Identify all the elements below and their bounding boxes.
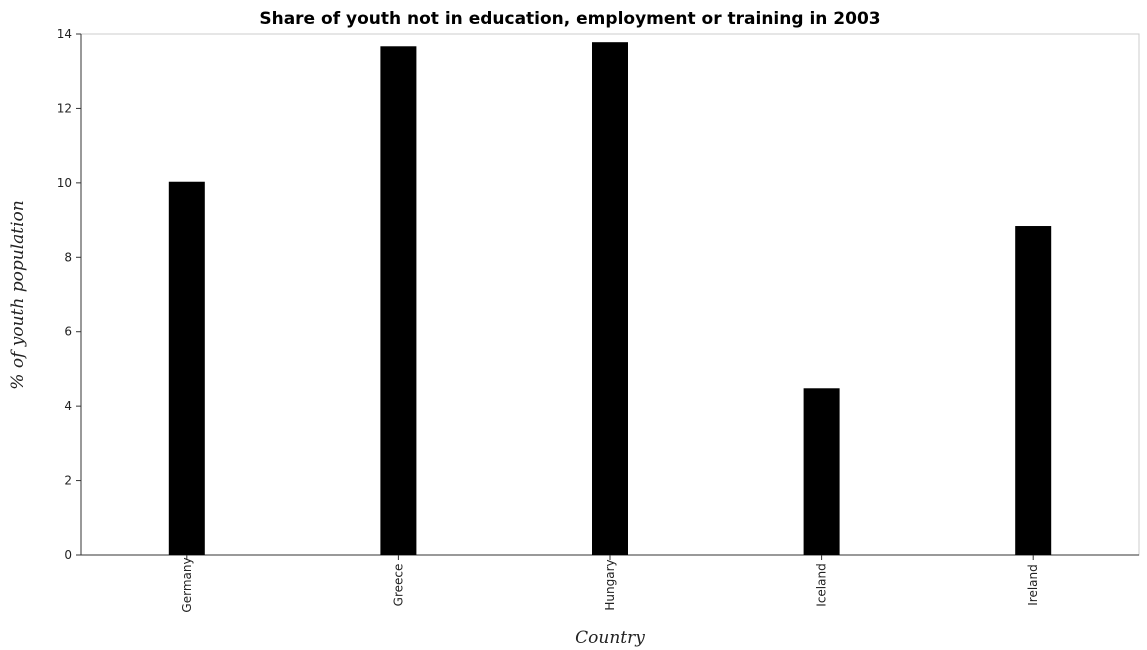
y-tick-label: 4 <box>64 399 72 413</box>
y-tick-label: 0 <box>64 548 72 562</box>
x-tick-label-greece: Greece <box>391 564 405 607</box>
x-axis-ticks: Germany Greece Hungary Iceland Ireland <box>180 555 1040 613</box>
y-axis-label: % of youth population <box>8 200 28 389</box>
chart-title: Share of youth not in education, employm… <box>259 9 880 29</box>
x-tick-label-ireland: Ireland <box>1026 564 1040 606</box>
y-tick-label: 8 <box>64 250 72 264</box>
x-tick-label-germany: Germany <box>180 557 194 612</box>
y-tick-label: 10 <box>57 176 72 190</box>
x-tick-label-hungary: Hungary <box>603 559 617 610</box>
bar-iceland <box>803 388 840 555</box>
y-tick-label: 14 <box>57 27 72 41</box>
bar-ireland <box>1015 226 1052 556</box>
bars <box>168 42 1052 556</box>
y-tick-label: 6 <box>64 325 72 339</box>
x-tick-label-iceland: Iceland <box>815 563 829 606</box>
y-axis-ticks: 0 2 4 6 8 10 12 14 <box>57 27 81 562</box>
y-tick-label: 12 <box>57 101 72 115</box>
bar-greece <box>380 46 417 556</box>
bar-hungary <box>592 42 628 556</box>
bar-germany <box>168 181 205 555</box>
x-axis-label: Country <box>575 628 645 648</box>
y-tick-label: 2 <box>64 474 72 488</box>
